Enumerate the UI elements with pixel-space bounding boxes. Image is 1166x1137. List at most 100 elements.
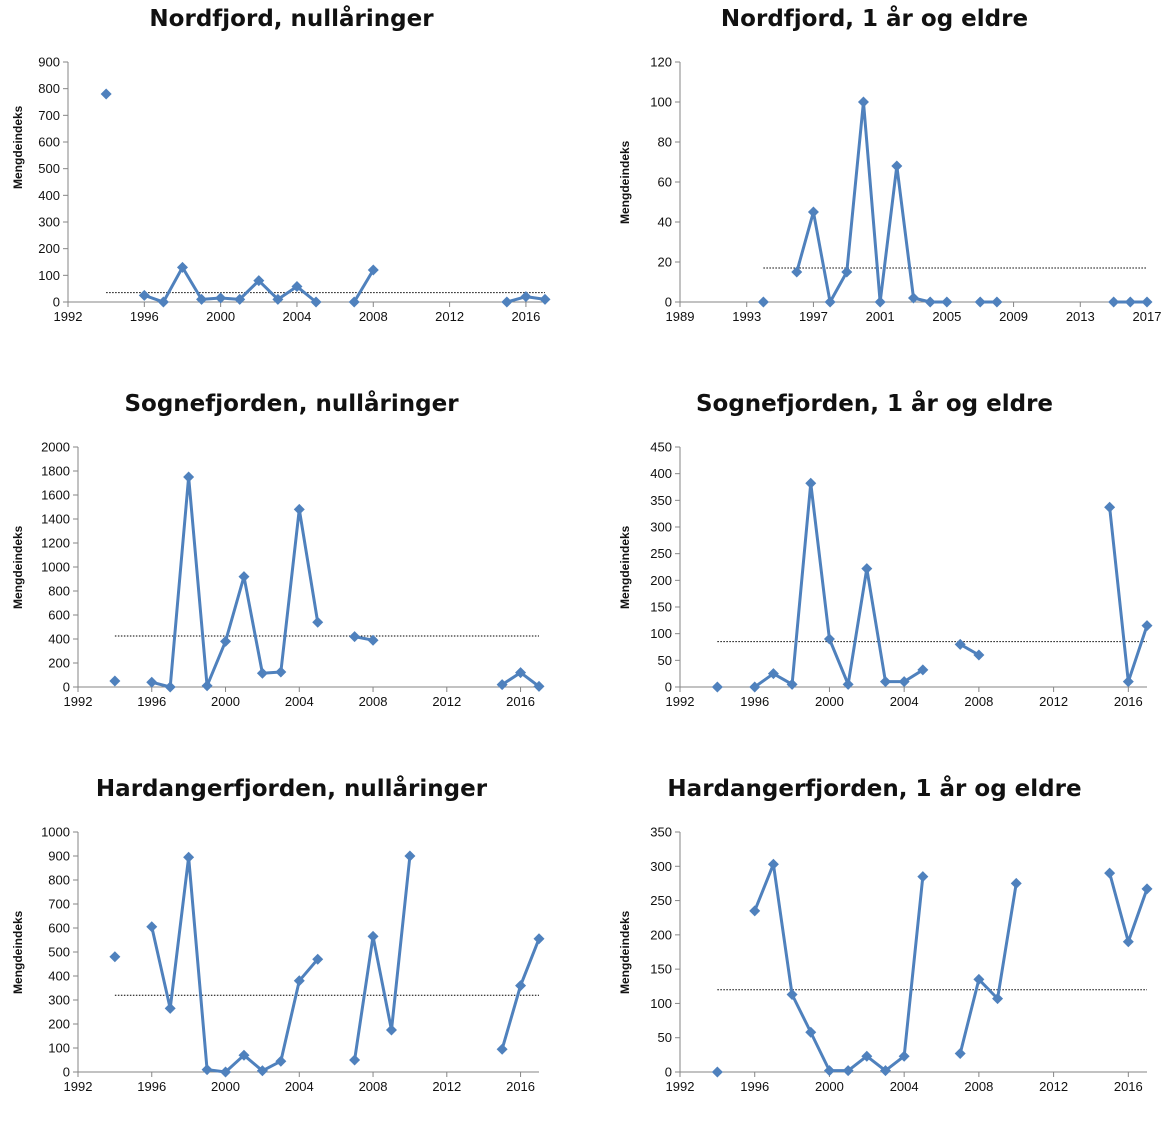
data-point (164, 681, 176, 693)
y-tick-label: 200 (38, 241, 60, 256)
data-point (533, 680, 545, 692)
series-line (958, 883, 1018, 1054)
data-point (183, 471, 195, 483)
data-point (954, 1047, 966, 1059)
x-tick-label: 2008 (359, 309, 388, 324)
y-tick-label: 300 (650, 859, 672, 874)
y-tick-label: 0 (665, 295, 672, 310)
y-tick-label: 80 (658, 135, 672, 150)
data-point (176, 261, 188, 273)
data-point (367, 264, 379, 276)
data-point (824, 296, 836, 308)
data-point (823, 1065, 835, 1077)
series-line (753, 481, 924, 689)
data-point (100, 88, 112, 100)
data-point (146, 921, 158, 933)
y-tick-label: 40 (658, 215, 672, 230)
x-tick-label: 2012 (435, 309, 464, 324)
data-point (520, 291, 532, 303)
x-tick-label: 2016 (506, 1079, 535, 1094)
data-point (879, 676, 891, 688)
y-tick-label: 800 (48, 873, 70, 888)
y-tick-label: 1000 (41, 825, 70, 840)
data-point (874, 296, 886, 308)
x-tick-label: 2000 (206, 309, 235, 324)
y-tick-label: 350 (650, 825, 672, 840)
data-point (1141, 296, 1153, 308)
data-point (234, 293, 246, 305)
data-point (924, 296, 936, 308)
y-tick-label: 0 (63, 680, 70, 695)
data-point (1104, 501, 1116, 513)
y-tick-label: 200 (650, 573, 672, 588)
y-tick-label: 0 (53, 295, 60, 310)
x-tick-label: 2008 (359, 1079, 388, 1094)
data-point (515, 667, 527, 679)
y-tick-label: 200 (48, 1017, 70, 1032)
chart-panel-hardangerfjorden-nullaringer: Hardangerfjorden, nullåringer Mengdeinde… (0, 770, 583, 1137)
y-tick-label: 100 (650, 996, 672, 1011)
data-point (1124, 296, 1136, 308)
x-tick-label: 2004 (890, 694, 919, 709)
data-point (842, 1065, 854, 1077)
series-line (150, 855, 319, 1074)
x-tick-label: 2001 (866, 309, 895, 324)
y-tick-label: 300 (48, 993, 70, 1008)
chart-title: Sognefjorden, nullåringer (124, 391, 459, 417)
data-point (805, 477, 817, 489)
data-point (1104, 867, 1116, 879)
data-point (201, 1064, 213, 1076)
x-tick-label: 1992 (54, 309, 83, 324)
data-point (842, 678, 854, 690)
data-point (157, 296, 169, 308)
data-point (501, 296, 513, 308)
data-point (908, 292, 919, 304)
x-tick-label: 1992 (666, 694, 695, 709)
data-point (196, 293, 208, 305)
data-point (293, 975, 305, 987)
x-tick-label: 2004 (285, 694, 314, 709)
data-point (917, 871, 929, 883)
x-tick-label: 1996 (137, 1079, 166, 1094)
y-tick-label: 700 (48, 897, 70, 912)
y-tick-label: 250 (650, 546, 672, 561)
x-tick-label: 2000 (815, 694, 844, 709)
y-tick-label: 600 (38, 135, 60, 150)
chart-plot: 0 100 200 300 400 500 600 700 800 900 1000 1992 1996… (41, 825, 545, 1094)
y-tick-label: 800 (48, 584, 70, 599)
chart-panel-hardangerfjorden-1-ar: Hardangerfjorden, 1 år og eldre Mengdein… (583, 770, 1166, 1137)
data-point (348, 296, 360, 308)
data-point (312, 953, 324, 965)
x-tick-label: 2017 (1133, 309, 1162, 324)
y-tick-label: 400 (650, 466, 672, 481)
data-point (786, 678, 798, 690)
data-point (757, 296, 769, 308)
data-point (349, 631, 361, 643)
data-point (253, 275, 265, 287)
data-point (275, 666, 287, 678)
chart-title: Sognefjorden, 1 år og eldre (695, 391, 1054, 417)
data-point (823, 633, 835, 645)
y-tick-label: 100 (650, 95, 672, 110)
chart-plot: 0 50 100 150 200 250 300 350 1992 1996 2000 2004 200… (650, 825, 1153, 1094)
x-tick-label: 2008 (964, 1079, 993, 1094)
x-tick-label: 2008 (359, 694, 388, 709)
data-point (791, 266, 803, 278)
y-tick-label: 60 (658, 175, 672, 190)
chart-panel-sognefjorden-nullaringer: Sognefjorden, nullåringer Mengdeindeks 0… (0, 385, 583, 752)
x-tick-label: 2004 (890, 1079, 919, 1094)
y-tick-label: 0 (63, 1065, 70, 1080)
data-point (539, 293, 551, 305)
y-tick-label: 1800 (41, 464, 70, 479)
y-tick-label: 100 (38, 268, 60, 283)
data-point (220, 1066, 232, 1078)
data-point (291, 281, 303, 293)
y-tick-label: 350 (650, 493, 672, 508)
y-tick-label: 0 (665, 1065, 672, 1080)
chart-plot: 0 20 40 60 80 100 120 1989 1993 1997 2001 2005 2009 2… (650, 55, 1162, 325)
y-tick-label: 500 (48, 945, 70, 960)
chart-title: Nordfjord, nullåringer (149, 6, 434, 32)
series-line (500, 938, 541, 1050)
data-point (533, 933, 545, 945)
data-point (973, 973, 985, 985)
